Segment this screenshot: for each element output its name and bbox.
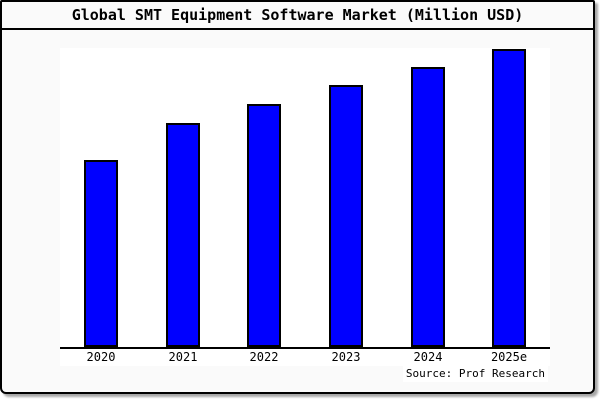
bar-2022 [247,104,281,347]
bar-2020 [84,160,118,347]
bar-2025e [492,49,526,347]
x-tick-label-2020: 2020 [86,350,116,364]
x-tick-label-2025e: 2025e [490,350,528,364]
chart-figure: Global SMT Equipment Software Market (Mi… [0,0,595,394]
bar-2023 [329,85,363,347]
bar-2024 [411,67,445,347]
plot-area [60,48,550,349]
x-tick-label-2023: 2023 [331,350,361,364]
x-tick-label-2021: 2021 [168,350,198,364]
x-axis-labels: 2020 2021 2022 2023 2024 2025e [60,349,550,366]
x-tick-label-2024: 2024 [413,350,443,364]
source-credit: Source: Prof Research [402,366,548,382]
chart-title: Global SMT Equipment Software Market (Mi… [2,2,593,30]
bar-2021 [166,123,200,347]
x-tick-label-2022: 2022 [249,350,279,364]
